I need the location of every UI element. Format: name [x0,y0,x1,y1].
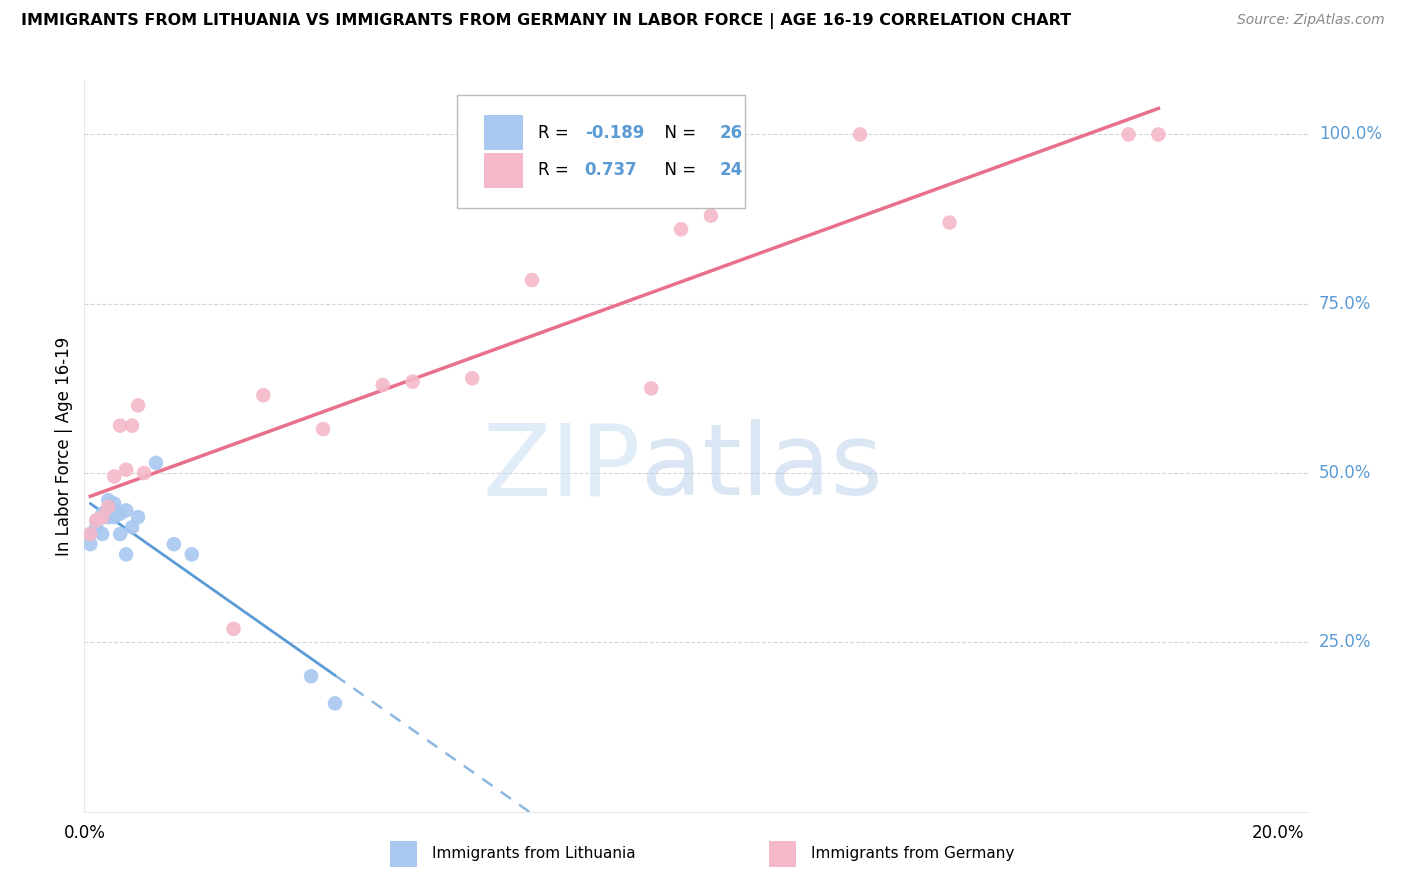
Point [84,514,107,528]
Point [103,507,125,521]
Point [103,503,125,517]
Text: R =: R = [538,124,574,142]
Point [461,371,484,385]
FancyBboxPatch shape [391,841,418,867]
Text: Immigrants from Germany: Immigrants from Germany [811,847,1014,862]
Point [115,547,138,561]
Point [401,375,423,389]
Point [115,463,138,477]
FancyBboxPatch shape [769,841,796,867]
Text: N =: N = [654,161,702,179]
Point [97,493,120,508]
Point [132,466,155,480]
Point [108,507,131,521]
Point [121,520,143,534]
Point [669,222,692,236]
Point [145,456,167,470]
Text: 100.0%: 100.0% [1319,126,1382,144]
Text: 26: 26 [720,124,742,142]
Point [103,497,125,511]
Point [91,510,114,524]
Point [97,500,120,514]
Point [163,537,186,551]
Text: atlas: atlas [641,419,883,516]
Point [849,128,872,142]
Point [84,514,107,528]
Point [91,510,114,524]
Point [1147,128,1170,142]
FancyBboxPatch shape [484,153,523,188]
Point [97,510,120,524]
Text: ZIP: ZIP [482,419,641,516]
Point [222,622,245,636]
Point [1118,128,1140,142]
FancyBboxPatch shape [457,95,745,209]
Point [299,669,322,683]
Y-axis label: In Labor Force | Age 16-19: In Labor Force | Age 16-19 [55,336,73,556]
Point [121,418,143,433]
Point [103,469,125,483]
Point [252,388,274,402]
Point [84,524,107,538]
Text: -0.189: -0.189 [585,124,644,142]
Point [103,510,125,524]
Text: IMMIGRANTS FROM LITHUANIA VS IMMIGRANTS FROM GERMANY IN LABOR FORCE | AGE 16-19 : IMMIGRANTS FROM LITHUANIA VS IMMIGRANTS … [21,13,1071,29]
Point [371,378,394,392]
Point [312,422,335,436]
Point [115,503,138,517]
FancyBboxPatch shape [484,115,523,151]
Point [640,381,662,395]
Text: 24: 24 [720,161,742,179]
Point [79,527,101,541]
Point [323,697,346,711]
Point [79,537,101,551]
Point [108,527,131,541]
Text: R =: R = [538,161,579,179]
Text: 25.0%: 25.0% [1319,633,1371,651]
Point [127,510,149,524]
Text: Source: ZipAtlas.com: Source: ZipAtlas.com [1237,13,1385,28]
Point [520,273,543,287]
Point [700,209,723,223]
Text: N =: N = [654,124,702,142]
Point [91,507,114,521]
Point [84,520,107,534]
Text: Immigrants from Lithuania: Immigrants from Lithuania [432,847,636,862]
Point [91,527,114,541]
Point [108,418,131,433]
Point [79,527,101,541]
Text: 75.0%: 75.0% [1319,294,1371,313]
Point [97,503,120,517]
Text: 0.737: 0.737 [585,161,637,179]
Point [127,398,149,412]
Text: 50.0%: 50.0% [1319,464,1371,482]
Point [938,215,960,229]
Point [180,547,202,561]
